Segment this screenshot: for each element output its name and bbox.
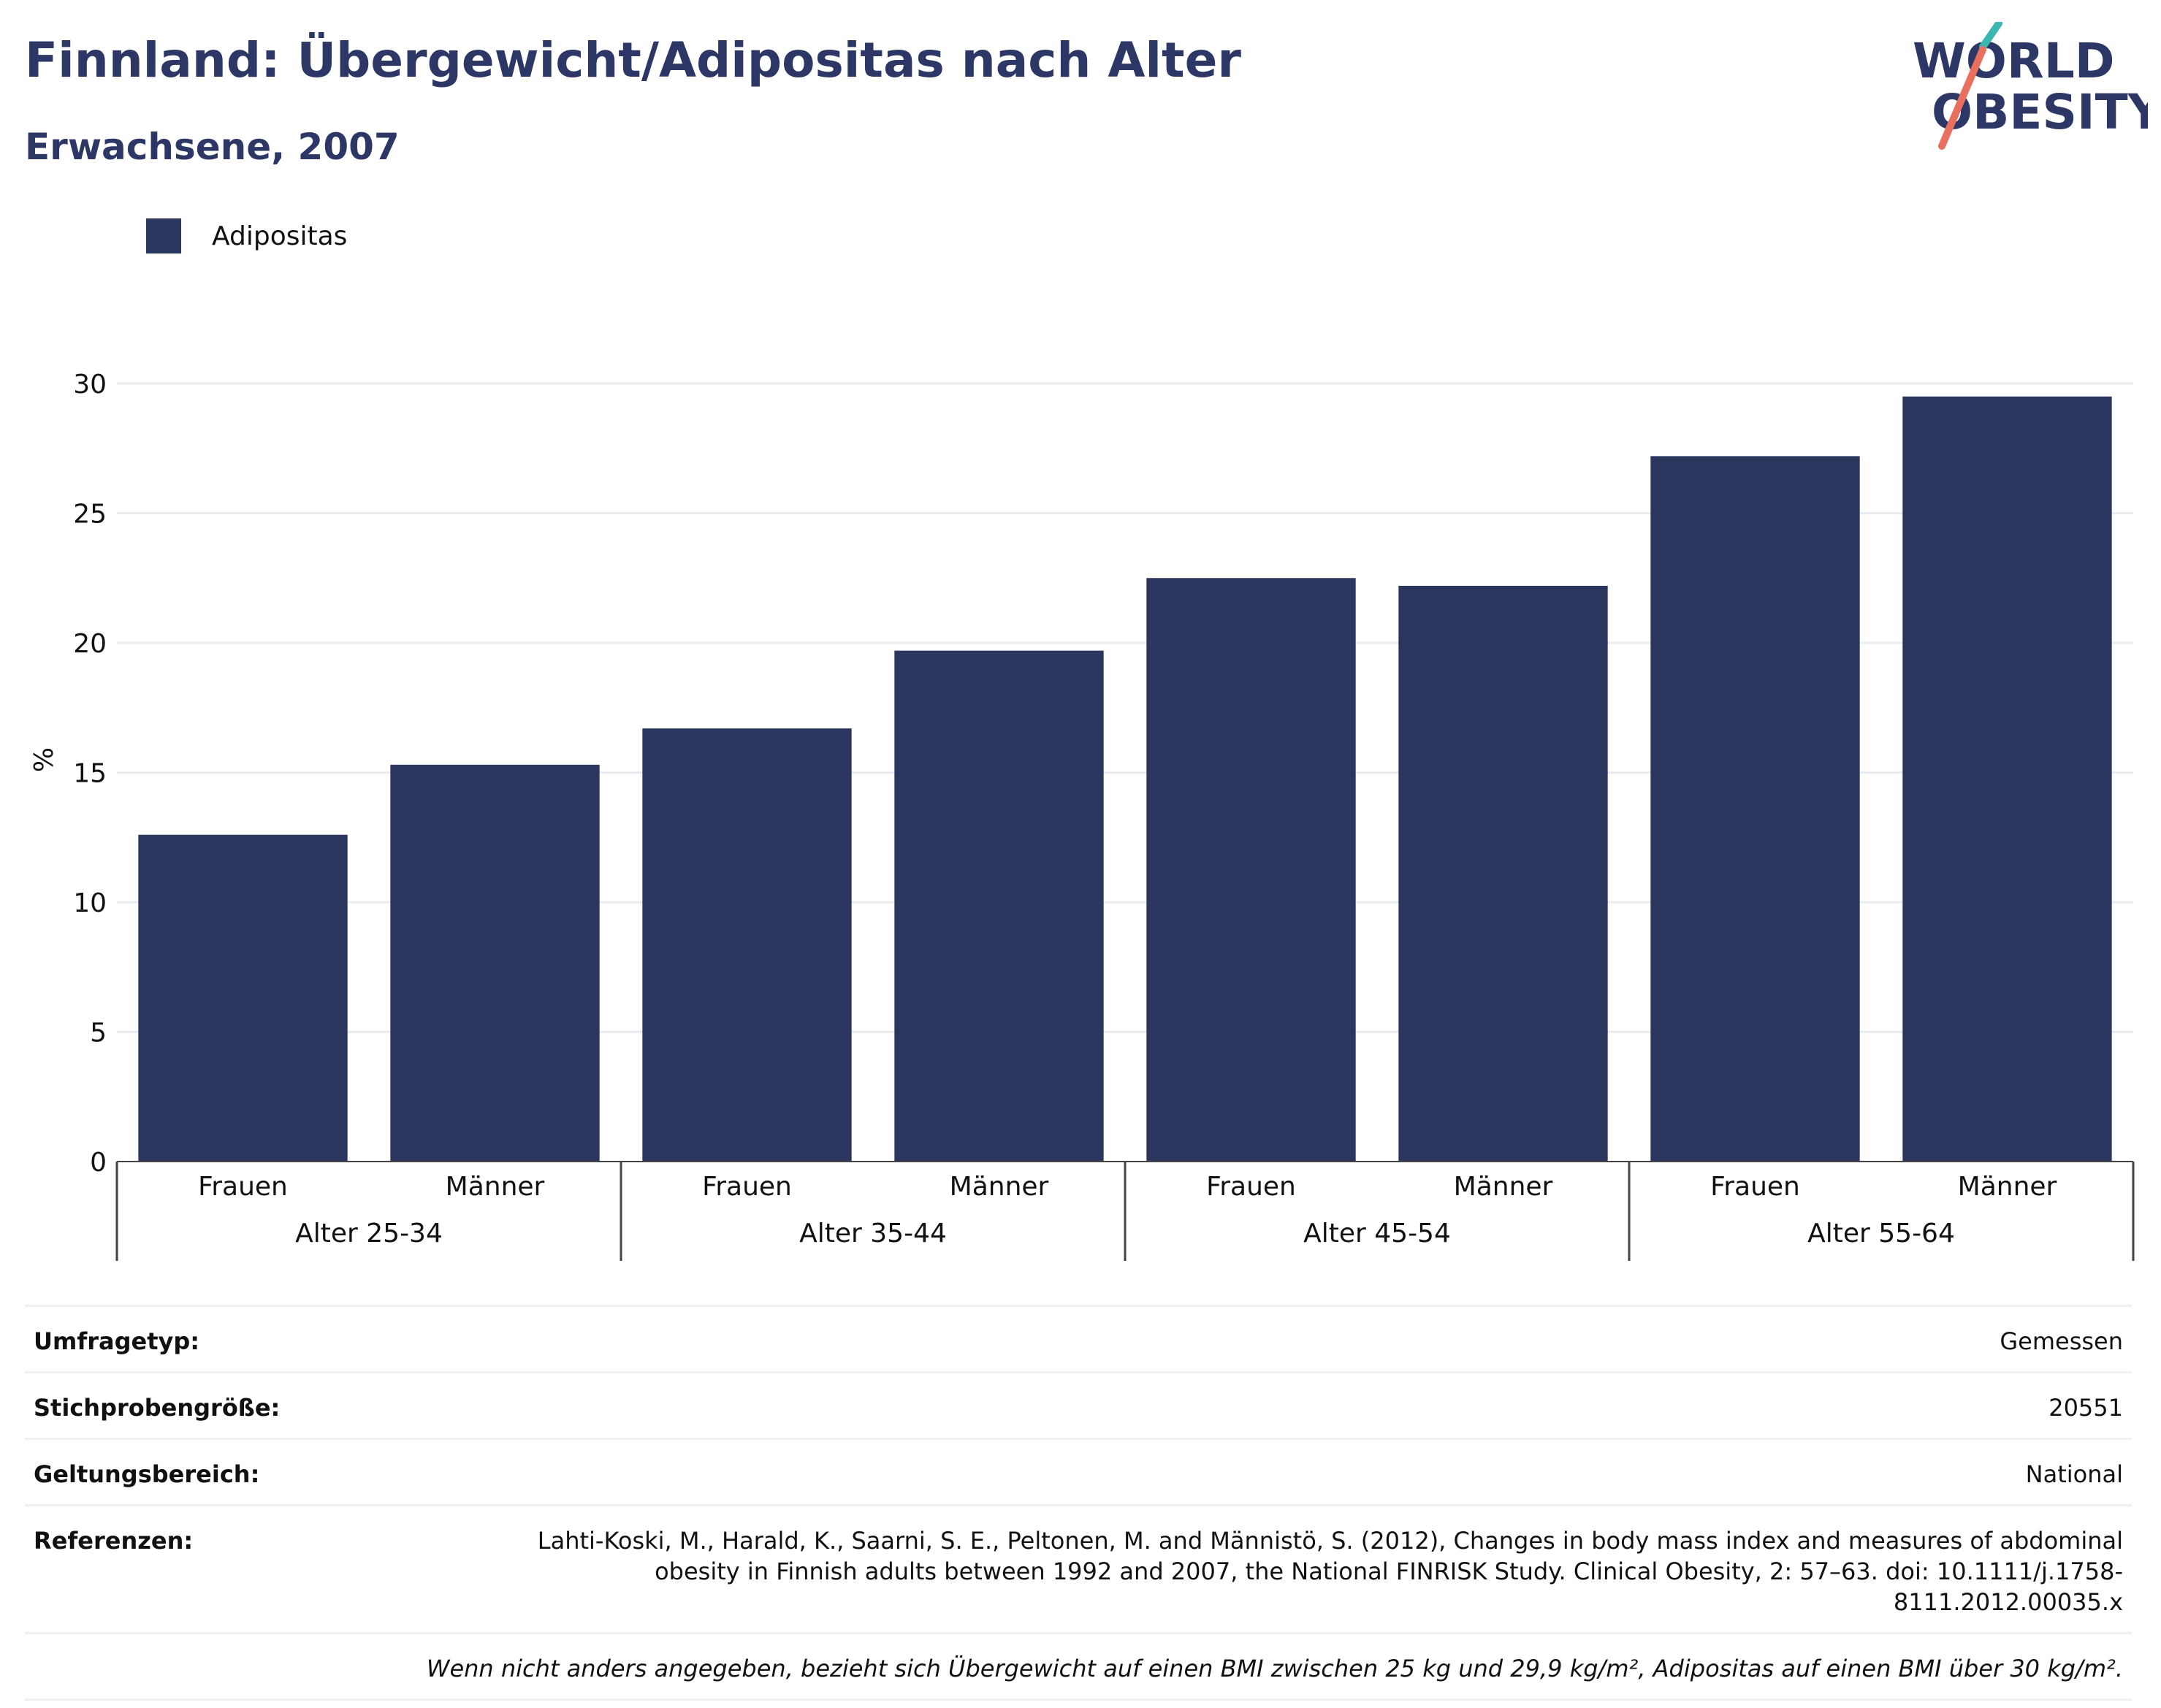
- y-axis-label: %: [29, 747, 59, 772]
- bar: [1902, 396, 2112, 1162]
- info-table: Umfragetyp: Gemessen Stichprobengröße: 2…: [25, 1305, 2132, 1701]
- info-row-survey-type: Umfragetyp: Gemessen: [25, 1305, 2132, 1371]
- x-tick-label: Männer: [446, 1172, 545, 1202]
- definition-note: Wenn nicht anders angegeben, bezieht sic…: [25, 1632, 2132, 1701]
- y-tick-label: 15: [73, 759, 107, 789]
- info-key: Referenzen:: [34, 1527, 194, 1555]
- bar: [390, 764, 600, 1162]
- info-value: 20551: [2048, 1394, 2123, 1422]
- group-label: Alter 55-64: [1807, 1219, 1955, 1248]
- group-label: Alter 35-44: [799, 1219, 947, 1248]
- y-axis-ticks: 0 5 10 15 20 25 30: [73, 370, 107, 1178]
- note-text: Wenn nicht anders angegeben, bezieht sic…: [426, 1655, 2123, 1682]
- bar: [138, 834, 348, 1162]
- bars: [138, 396, 2112, 1162]
- info-key: Stichprobengröße:: [34, 1394, 281, 1422]
- x-tick-label: Männer: [1958, 1172, 2057, 1202]
- legend-swatch-adipositas: [146, 218, 181, 253]
- bar: [1650, 456, 1860, 1162]
- x-tick-label: Frauen: [702, 1172, 792, 1202]
- logo-text-world: WORLD: [1913, 33, 2115, 89]
- legend-label-adipositas: Adipositas: [212, 221, 348, 251]
- group-label: Alter 25-34: [295, 1219, 443, 1248]
- bar: [1146, 578, 1356, 1162]
- group-label: Alter 45-54: [1303, 1219, 1451, 1248]
- world-obesity-logo: WORLD OBESITY: [1913, 22, 2148, 150]
- x-tick-label: Frauen: [1710, 1172, 1800, 1202]
- x-axis: Frauen Männer Frauen Männer Frauen Männer Frau…: [115, 1161, 2135, 1261]
- info-value: National: [2025, 1460, 2123, 1488]
- chart-title: Finnland: Übergewicht/Adipositas nach Al…: [25, 32, 1241, 88]
- info-value: Gemessen: [2000, 1327, 2123, 1355]
- x-tick-label: Männer: [950, 1172, 1049, 1202]
- y-tick-label: 10: [73, 888, 107, 918]
- info-row-references: Referenzen: Lahti-Koski, M., Harald, K.,…: [25, 1504, 2132, 1632]
- logo-slash-coral: [1938, 46, 1986, 150]
- bar: [894, 650, 1104, 1162]
- info-key: Umfragetyp:: [34, 1327, 200, 1355]
- bar: [642, 728, 852, 1162]
- y-tick-label: 5: [90, 1018, 107, 1048]
- bar: [1398, 585, 1608, 1162]
- info-row-scope: Geltungsbereich: National: [25, 1438, 2132, 1504]
- x-tick-label: Frauen: [198, 1172, 288, 1202]
- y-tick-label: 0: [90, 1148, 107, 1178]
- info-key: Geltungsbereich:: [34, 1460, 260, 1488]
- x-tick-label: Männer: [1454, 1172, 1553, 1202]
- legend: Adipositas: [146, 216, 347, 256]
- y-tick-label: 25: [73, 500, 107, 530]
- info-row-sample-size: Stichprobengröße: 20551: [25, 1371, 2132, 1438]
- y-tick-label: 20: [73, 629, 107, 659]
- chart-subtitle: Erwachsene, 2007: [25, 126, 400, 168]
- y-tick-label: 30: [73, 370, 107, 400]
- logo-slash-teal: [1979, 22, 2002, 50]
- info-value: Lahti-Koski, M., Harald, K., Saarni, S. …: [537, 1527, 2123, 1616]
- x-tick-label: Frauen: [1206, 1172, 1296, 1202]
